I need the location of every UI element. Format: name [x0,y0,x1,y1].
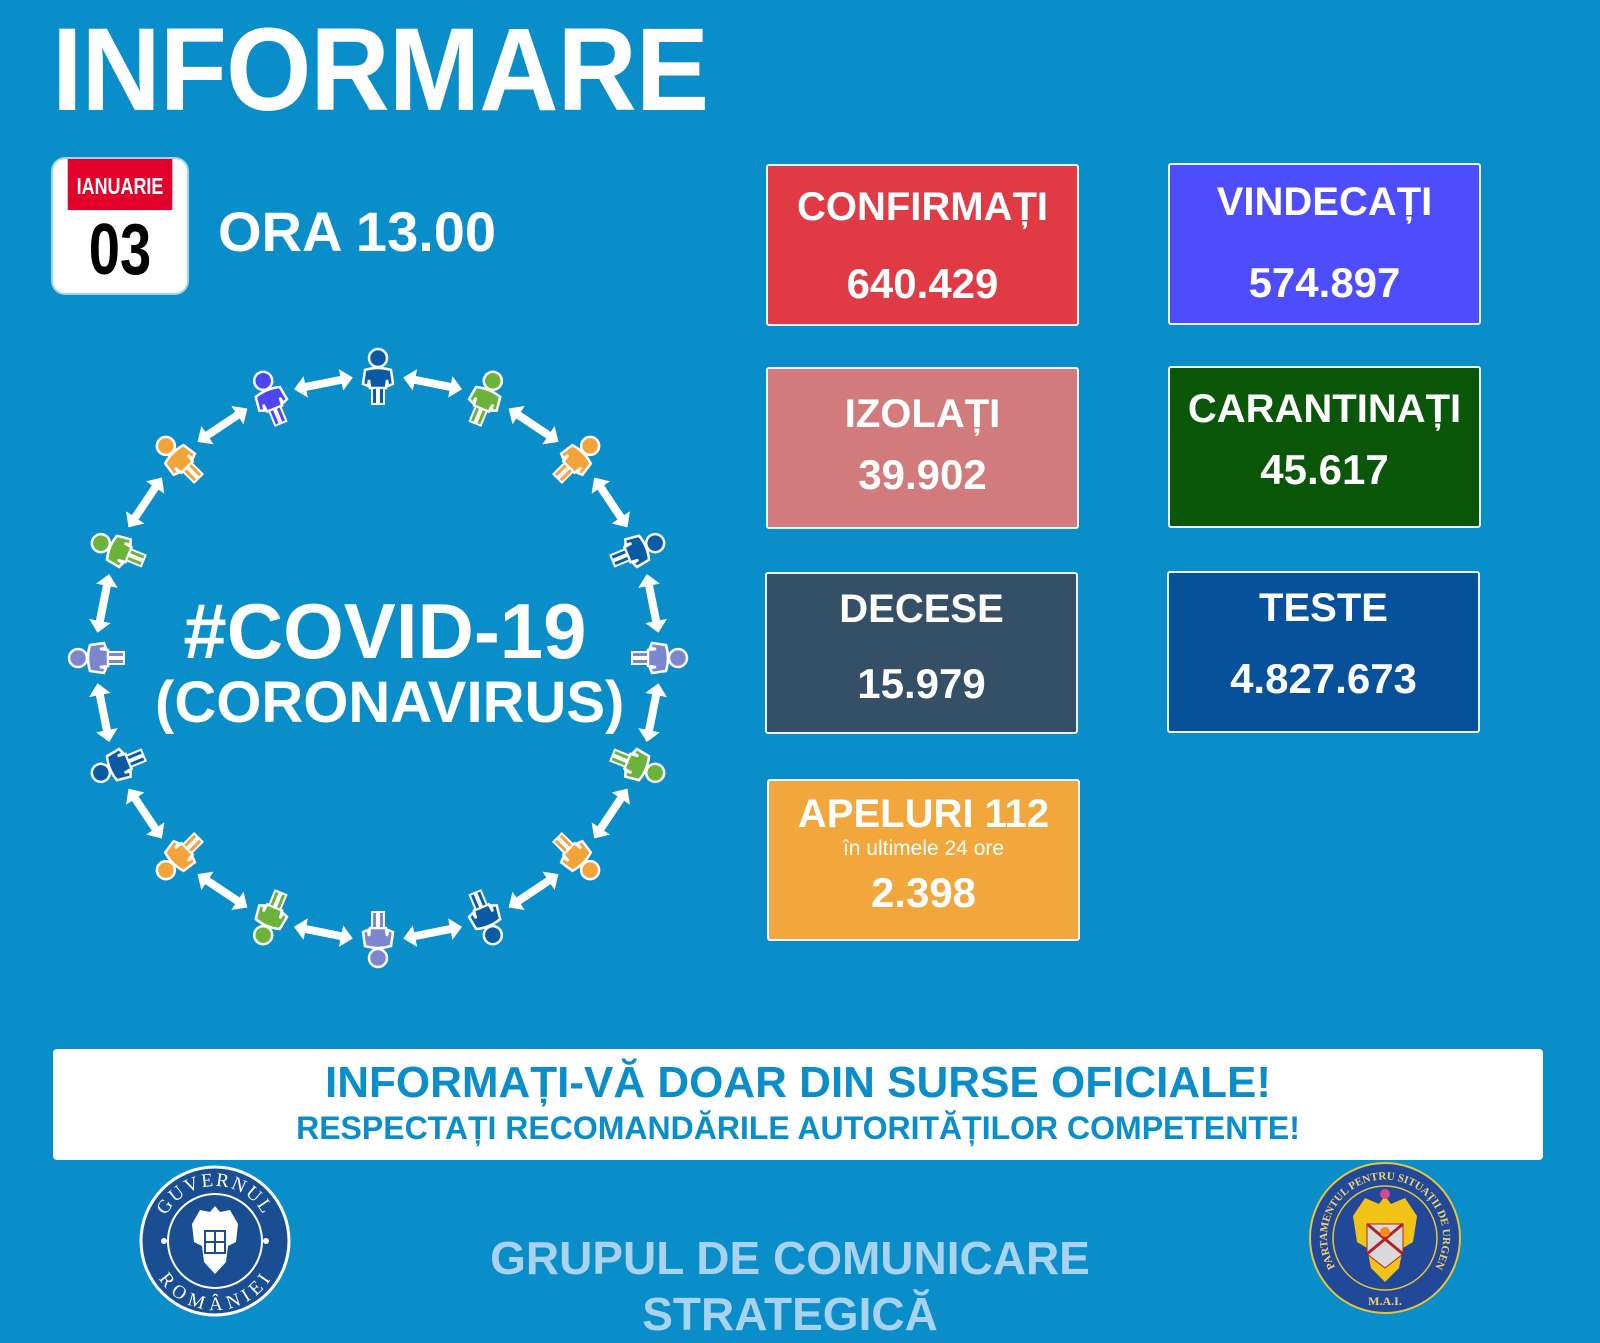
double-arrow-icon [89,573,118,633]
double-arrow-icon [126,788,165,839]
double-arrow-icon [126,477,165,528]
stat-label: IZOLAȚI [844,392,1001,436]
double-arrow-icon [508,406,559,445]
double-arrow-icon [591,477,630,528]
stat-label: CARANTINAȚI [1187,387,1462,431]
double-arrow-icon [293,369,353,398]
person-figure-icon [155,831,205,881]
person-figure-icon [90,747,147,784]
person-figure-icon [551,831,601,881]
stat-sublabel: în ultimele 24 ore [842,837,1005,860]
stat-label: CONFIRMAȚI [796,185,1049,229]
footer-organization: GRUPUL DE COMUNICARE STRATEGICĂ [490,1232,1090,1340]
stat-value: 39.902 [858,451,987,498]
page-title: INFORMARE [52,4,709,136]
stat-value: 4.827.673 [1230,655,1417,702]
stat-label: DECESE [839,587,1004,631]
stat-value: 2.398 [870,869,977,916]
banner-line-2: RESPECTAȚI RECOMANDĂRILE AUTORITĂȚILOR C… [296,1110,1300,1146]
stat-card-apeluri-112: APELURI 112 în ultimele 24 ore 2.398 [767,779,1080,941]
stat-card-izolati: IZOLAȚI 39.902 [766,367,1079,529]
government-seal-logo: GUVERNUL ROMÂNIEI [139,1165,291,1317]
person-figure-icon [551,435,601,485]
stat-card-confirmati: CONFIRMAȚI 640.429 [766,164,1079,326]
person-figure-icon [609,747,666,784]
stat-card-teste: TESTE 4.827.673 [1167,571,1480,733]
person-figure-icon [67,641,125,675]
double-arrow-icon [638,573,667,633]
person-figure-icon [155,435,205,485]
banner-line-1: INFORMAȚI-VĂ DOAR DIN SURSE OFICIALE! [325,1058,1271,1107]
double-arrow-icon [197,871,248,910]
person-figure-icon [361,911,395,969]
official-sources-banner: INFORMAȚI-VĂ DOAR DIN SURSE OFICIALE! RE… [53,1049,1543,1160]
stat-label: APELURI 112 [797,792,1050,836]
stat-card-decese: DECESE 15.979 [765,572,1078,734]
person-figure-icon [467,889,504,946]
covid-hashtag: #COVID-19 [183,587,587,675]
calendar-day: 03 [88,210,152,290]
dsu-seal-logo: DEPARTAMENTUL PENTRU SITUAȚII DE URGENȚĂ… [1307,1160,1461,1314]
person-figure-icon [631,641,689,675]
stat-card-vindecati: VINDECAȚI 574.897 [1168,163,1481,325]
person-figure-icon [361,347,395,405]
report-time: ORA 13.00 [218,200,497,263]
stat-value: 574.897 [1248,259,1401,306]
stat-value: 45.617 [1260,446,1389,493]
person-figure-icon [252,370,289,427]
calendar-month: IANUARIE [67,159,173,210]
calendar-icon: IANUARIE 03 [53,159,187,293]
stat-label: TESTE [1259,586,1388,630]
stat-value: 15.979 [857,660,986,707]
people-circle-illustration [67,347,689,969]
double-arrow-icon [403,369,463,398]
person-figure-icon [467,370,504,427]
person-figure-icon [609,532,666,569]
double-arrow-icon [508,871,559,910]
person-figure-icon [252,889,289,946]
stat-value: 640.429 [846,260,999,307]
covid-heading: #COVID-19 (CORONAVIRUS) [155,587,625,735]
stat-label: VINDECAȚI [1216,180,1433,224]
double-arrow-icon [293,918,353,947]
double-arrow-icon [89,683,118,743]
covid-subtitle: (CORONAVIRUS) [155,670,625,735]
double-arrow-icon [591,788,630,839]
double-arrow-icon [197,406,248,445]
seal-bottom-text: M.A.I. [1368,1294,1402,1308]
double-arrow-icon [638,683,667,743]
person-figure-icon [90,532,147,569]
double-arrow-icon [403,918,463,947]
stat-card-carantinati: CARANTINAȚI 45.617 [1168,366,1481,528]
